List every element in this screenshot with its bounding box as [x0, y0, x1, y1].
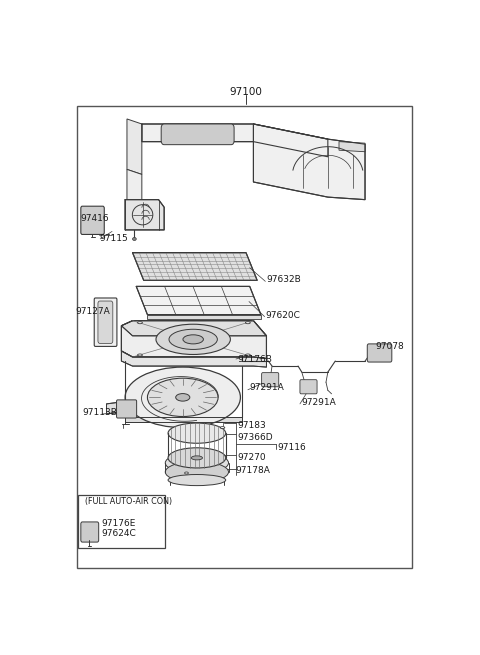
Polygon shape [127, 119, 142, 174]
Polygon shape [125, 200, 164, 230]
Polygon shape [107, 402, 125, 414]
Text: 97291A: 97291A [249, 383, 284, 392]
Text: 97270: 97270 [238, 453, 266, 462]
Text: 97113B: 97113B [83, 408, 117, 417]
Polygon shape [127, 170, 142, 220]
Text: 97116: 97116 [277, 443, 306, 453]
Polygon shape [121, 321, 266, 358]
Ellipse shape [185, 472, 188, 474]
Ellipse shape [220, 426, 225, 428]
Ellipse shape [245, 354, 250, 356]
FancyBboxPatch shape [98, 301, 113, 343]
Ellipse shape [132, 238, 136, 240]
FancyBboxPatch shape [367, 344, 392, 362]
Text: 97416: 97416 [81, 214, 109, 223]
Polygon shape [339, 141, 365, 152]
Polygon shape [253, 124, 365, 200]
Ellipse shape [245, 322, 250, 324]
Ellipse shape [138, 354, 143, 356]
Ellipse shape [156, 324, 230, 354]
FancyBboxPatch shape [262, 373, 279, 386]
Bar [77, 106, 411, 568]
Ellipse shape [192, 456, 203, 460]
Text: (FULL AUTO-AIR CON): (FULL AUTO-AIR CON) [85, 496, 172, 506]
Ellipse shape [165, 461, 228, 483]
Text: 97078: 97078 [375, 343, 404, 352]
Ellipse shape [169, 329, 217, 349]
Text: 97115: 97115 [99, 234, 128, 243]
Text: 97632B: 97632B [266, 275, 301, 284]
Ellipse shape [183, 335, 204, 344]
FancyBboxPatch shape [117, 400, 137, 418]
Polygon shape [121, 351, 266, 367]
Polygon shape [121, 321, 266, 336]
Ellipse shape [125, 367, 240, 428]
FancyBboxPatch shape [78, 495, 165, 548]
Ellipse shape [168, 423, 226, 443]
FancyBboxPatch shape [161, 124, 234, 145]
Text: 97176E: 97176E [101, 519, 135, 528]
Polygon shape [132, 253, 257, 280]
Text: 97176B: 97176B [237, 354, 272, 364]
Text: 97127A: 97127A [75, 307, 109, 316]
Ellipse shape [147, 378, 218, 417]
FancyBboxPatch shape [300, 380, 317, 394]
Text: 97100: 97100 [229, 87, 263, 97]
Ellipse shape [138, 322, 143, 324]
Text: 97620C: 97620C [266, 310, 300, 320]
Text: 97178A: 97178A [236, 466, 270, 475]
Text: 97366D: 97366D [238, 433, 273, 442]
Polygon shape [142, 124, 328, 157]
Text: 97624C: 97624C [101, 529, 136, 538]
FancyBboxPatch shape [94, 298, 117, 346]
FancyBboxPatch shape [81, 206, 104, 234]
Ellipse shape [176, 394, 190, 401]
Text: 97183: 97183 [238, 421, 266, 430]
Text: 97291A: 97291A [301, 398, 336, 407]
Polygon shape [147, 314, 261, 319]
Polygon shape [125, 417, 242, 422]
FancyBboxPatch shape [81, 522, 99, 542]
Ellipse shape [168, 448, 226, 468]
Ellipse shape [165, 453, 228, 474]
Ellipse shape [168, 474, 226, 485]
Polygon shape [136, 286, 261, 314]
